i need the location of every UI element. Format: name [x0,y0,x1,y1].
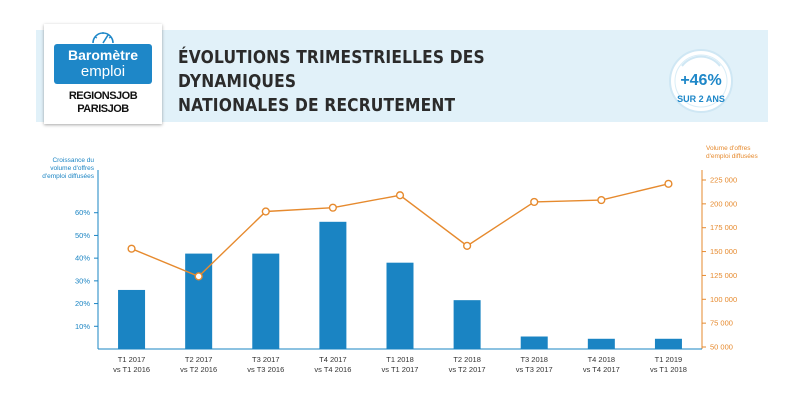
x-tick-label: vs T2 2017 [449,365,486,374]
x-tick-label: T3 2017 [252,355,280,364]
right-tick-label: 75 000 [710,319,733,328]
right-tick-label: 100 000 [710,295,737,304]
left-tick-label: 60% [75,208,90,217]
right-tick-label: 125 000 [710,271,737,280]
left-tick-label: 30% [75,276,90,285]
x-tick-label: vs T4 2016 [314,365,351,374]
bar [520,336,548,349]
logo-line2: emploi [80,63,126,80]
x-tick-label: vs T1 2017 [382,365,419,374]
x-tick-label: T1 2017 [118,355,146,364]
volume-point [395,191,405,200]
bar [185,253,213,349]
logo-brand-parisjob: PARISJOB [77,103,129,115]
logo-brand-regionsjob: REGIONSJOB [68,90,138,102]
x-tick-label: vs T1 2018 [650,365,687,374]
bar [654,338,682,349]
left-axis-label: Croissance du [52,157,94,164]
right-tick-label: 50 000 [710,343,733,352]
x-tick-label: T2 2018 [453,355,481,364]
volume-point [463,241,472,250]
volume-point [328,203,337,212]
bar [319,221,347,349]
x-tick-label: T1 2018 [386,355,414,364]
badge-value: +46% [680,72,722,89]
right-axis-label: d'emploi diffusées [706,153,758,160]
x-tick-label: T3 2018 [520,355,548,364]
x-tick-label: T2 2017 [185,355,213,364]
bar [386,262,414,349]
title-line1: ÉVOLUTIONS TRIMESTRIELLES DES DYNAMIQUES [178,47,485,92]
left-axis-label: d'emploi diffusées [42,173,94,180]
volume-point [530,197,539,207]
right-tick-label: 150 000 [710,247,737,256]
right-tick-label: 200 000 [710,199,737,208]
bar [587,338,615,349]
right-axis-label: Volume d'offres [706,145,751,152]
volume-point [597,195,606,205]
right-tick-label: 225 000 [710,176,737,185]
bar [118,289,146,349]
logo-line1: Baromètre [67,47,139,63]
volume-point [194,272,203,281]
x-tick-label: T4 2018 [588,355,616,364]
page-title: ÉVOLUTIONS TRIMESTRIELLES DES DYNAMIQUES… [178,46,539,118]
left-axis-label: volume d'offres [50,165,95,172]
bar [252,253,280,349]
bar [453,300,481,349]
volume-point [127,244,136,253]
growth-badge-icon [669,49,733,113]
barometre-logo: Baromètre emploi REGIONSJOB PARISJOB [44,24,162,124]
badge-label: SUR 2 ANS [677,94,725,104]
left-tick-label: 50% [75,231,90,240]
x-tick-label: vs T4 2017 [583,365,620,374]
left-tick-label: 20% [75,299,90,308]
left-tick-label: 10% [75,322,90,331]
x-tick-label: vs T3 2016 [247,365,284,374]
left-tick-label: 40% [75,254,90,263]
volume-point [664,179,673,188]
volume-point [261,207,270,216]
right-tick-label: 175 000 [710,223,737,232]
x-tick-label: T4 2017 [319,355,347,364]
x-tick-label: vs T2 2016 [180,365,217,374]
x-tick-label: vs T1 2016 [113,365,150,374]
logo-badge: Baromètre emploi [54,44,152,84]
gauge-icon [92,32,114,44]
x-tick-label: T1 2019 [655,355,683,364]
x-tick-label: vs T3 2017 [516,365,553,374]
title-line2: NATIONALES DE RECRUTEMENT [178,95,456,116]
